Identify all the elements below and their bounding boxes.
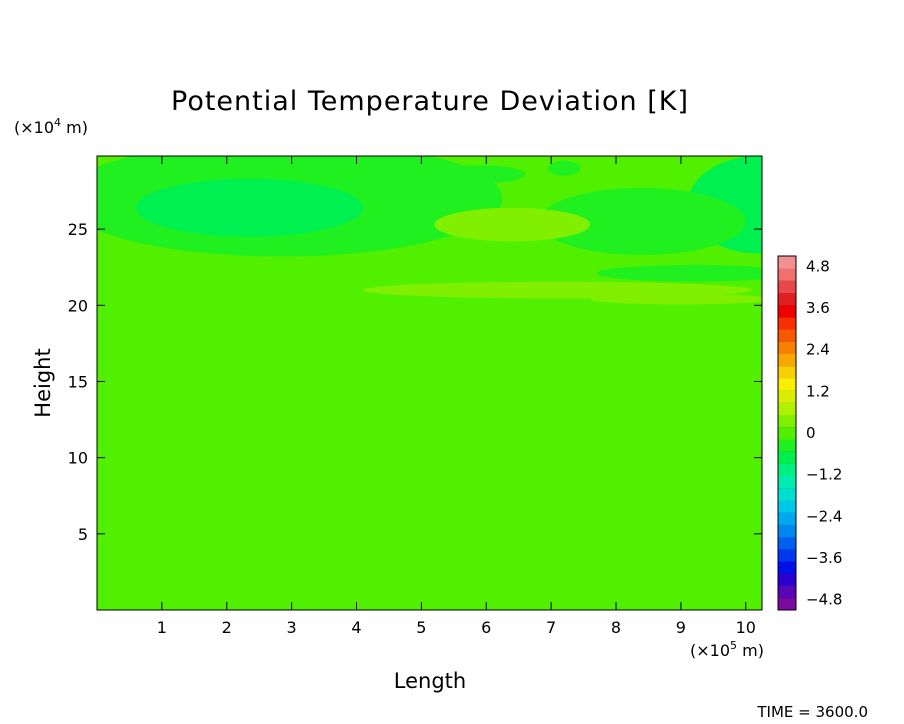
field-anomaly-10 xyxy=(590,293,762,305)
x-tick-label: 1 xyxy=(157,618,167,637)
colorbar-tick-label: 1.2 xyxy=(806,382,830,400)
colorbar-tick-label: 4.8 xyxy=(806,257,830,275)
y-axis-ticks: 5 10 15 20 25 xyxy=(68,220,762,544)
x-axis-label: Length xyxy=(394,669,466,693)
colorbar-segment xyxy=(778,426,796,440)
time-readout: TIME = 3600.0 xyxy=(756,703,868,721)
colorbar-segment xyxy=(778,256,796,269)
y-tick-label: 25 xyxy=(68,220,88,239)
colorbar-segment xyxy=(778,414,796,428)
colorbar-segment xyxy=(778,500,796,513)
colorbar-segment xyxy=(778,512,796,525)
x-tick-label: 9 xyxy=(676,618,686,637)
heatmap-field xyxy=(97,156,762,610)
y-tick-label: 10 xyxy=(68,449,88,468)
x-axis-ticks: 1 2 3 4 5 6 7 8 9 10 xyxy=(157,156,756,637)
x-tick-label: 3 xyxy=(287,618,297,637)
colorbar-segment xyxy=(778,597,796,611)
colorbar-segment xyxy=(778,402,796,416)
colorbar-segment xyxy=(778,280,796,294)
colorbar-segment xyxy=(778,317,796,330)
colorbar-segment xyxy=(778,390,796,403)
colorbar-segment xyxy=(778,341,796,355)
y-tick-label: 20 xyxy=(68,296,88,315)
colorbar-segment xyxy=(778,292,796,306)
colorbar-segment xyxy=(778,378,796,391)
x-tick-label: 6 xyxy=(481,618,491,637)
colorbar-tick-label: −1.2 xyxy=(806,466,842,484)
x-tick-label: 2 xyxy=(222,618,232,637)
colorbar-frame xyxy=(777,255,797,611)
field-anomaly-4 xyxy=(538,187,746,256)
colorbar-ticks: 4.8 3.6 2.4 1.2 0 −1.2 −2.4 −3.6 −4.8 xyxy=(806,257,842,608)
colorbar-segment xyxy=(778,536,796,550)
colorbar-segment xyxy=(778,524,796,538)
colorbar-segment xyxy=(778,329,796,342)
colorbar-segment xyxy=(778,365,796,379)
colorbar-segment xyxy=(778,585,796,599)
y-tick-label: 5 xyxy=(78,525,88,544)
colorbar xyxy=(777,255,797,611)
colorbar-segment xyxy=(778,573,796,586)
colorbar-segment xyxy=(778,304,796,318)
plot-frame xyxy=(96,155,763,611)
field-anomaly-8 xyxy=(434,207,591,242)
y-tick-label: 15 xyxy=(68,372,88,391)
x-axis-unit: (×105 m) xyxy=(690,639,764,660)
x-tick-label: 5 xyxy=(416,618,426,637)
y-axis-unit: (×104 m) xyxy=(14,116,88,137)
field-anomaly-5 xyxy=(434,165,526,184)
colorbar-segment xyxy=(778,548,796,562)
colorbar-segment xyxy=(778,561,796,574)
colorbar-segment xyxy=(778,463,796,477)
colorbar-tick-label: 3.6 xyxy=(806,299,830,317)
colorbar-segment xyxy=(778,487,796,501)
colorbar-segment xyxy=(778,439,796,452)
colorbar-segment xyxy=(778,475,796,489)
colorbar-tick-label: −3.6 xyxy=(806,549,842,567)
colorbar-segment xyxy=(778,353,796,367)
colorbar-tick-label: 0 xyxy=(806,424,816,442)
chart-title: Potential Temperature Deviation [K] xyxy=(171,86,689,117)
colorbar-tick-label: 2.4 xyxy=(806,341,830,359)
x-tick-label: 7 xyxy=(546,618,556,637)
colorbar-segment xyxy=(778,268,796,281)
field-anomaly-7 xyxy=(596,264,762,282)
x-tick-label: 10 xyxy=(736,618,756,637)
colorbar-tick-label: −4.8 xyxy=(806,591,842,609)
colorbar-tick-label: −2.4 xyxy=(806,507,842,525)
y-axis-label: Height xyxy=(31,348,55,417)
x-tick-label: 4 xyxy=(351,618,361,637)
colorbar-segment xyxy=(778,451,796,464)
field-anomaly-6 xyxy=(547,160,581,176)
field-anomaly-2 xyxy=(135,178,363,237)
x-tick-label: 8 xyxy=(611,618,621,637)
